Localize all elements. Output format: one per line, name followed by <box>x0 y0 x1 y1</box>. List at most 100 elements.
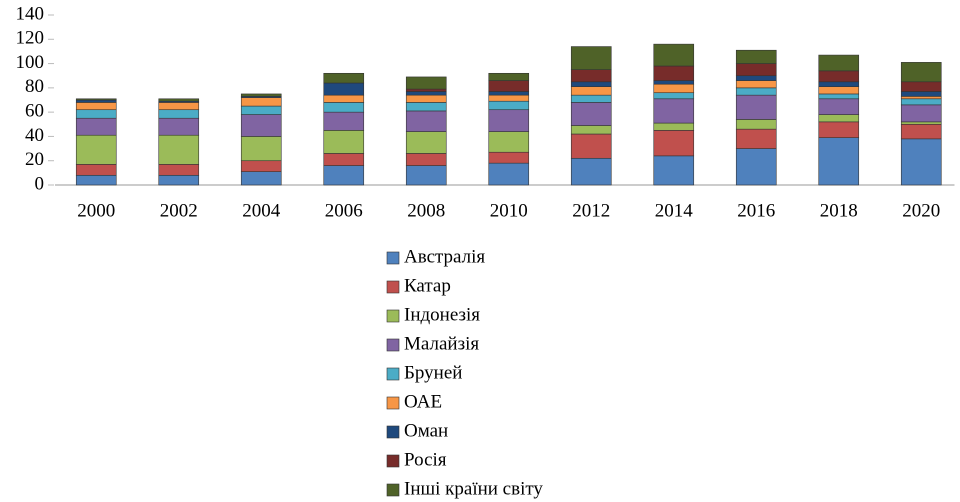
bar-segment <box>653 155 695 186</box>
bar-segment <box>488 162 530 186</box>
bar-segment <box>818 114 860 123</box>
bar-segment <box>240 136 282 162</box>
bar-segment <box>240 97 282 107</box>
y-tick-label: 60 <box>25 101 44 122</box>
bar-segment <box>240 93 282 97</box>
bar-segment <box>570 86 612 96</box>
bar-segment <box>75 98 117 101</box>
bar-segment <box>158 109 200 119</box>
bar-segment <box>900 121 942 125</box>
y-tick-label: 40 <box>25 125 44 146</box>
bar-segment <box>75 109 117 119</box>
bar-segment <box>240 114 282 137</box>
y-tick-label: 140 <box>16 3 45 24</box>
bar-segment <box>405 88 447 92</box>
bar-segment <box>405 91 447 96</box>
legend-swatch <box>386 338 400 352</box>
bar-segment <box>323 111 365 131</box>
bar-segment <box>900 123 942 140</box>
legend-label: ОАЕ <box>404 391 442 412</box>
legend-swatch <box>386 396 400 410</box>
x-tick-label: 2008 <box>407 200 445 221</box>
legend-label: Австралія <box>404 246 485 267</box>
bar-segment <box>818 81 860 87</box>
bar-segment <box>818 93 860 100</box>
bar-segment <box>735 119 777 130</box>
bar-segment <box>735 75 777 81</box>
bar-segment <box>735 80 777 89</box>
y-tick-label: 20 <box>25 149 44 170</box>
bar-segment <box>570 69 612 83</box>
bar-segment <box>158 117 200 136</box>
bar-segment <box>75 102 117 111</box>
x-tick-label: 2012 <box>572 200 610 221</box>
legend-label: Індонезія <box>404 304 480 325</box>
bar-segment <box>75 99 117 103</box>
bar-segment <box>240 171 282 186</box>
legend-swatch <box>386 251 400 265</box>
bar-segment <box>653 122 695 131</box>
bar-segment <box>570 133 612 159</box>
legend-swatch <box>386 280 400 294</box>
x-tick-label: 2018 <box>820 200 858 221</box>
x-tick-label: 2010 <box>490 200 528 221</box>
legend-swatch <box>386 454 400 468</box>
bar-segment <box>900 104 942 123</box>
bar-segment <box>735 63 777 77</box>
y-tick-label: 100 <box>16 52 45 73</box>
bar-segment <box>75 117 117 136</box>
y-tick-label: 80 <box>25 76 44 97</box>
bar-segment <box>653 83 695 94</box>
legend-label: Малайзія <box>404 333 479 354</box>
bar-segment <box>323 82 365 96</box>
bar-segment <box>488 151 530 164</box>
bar-segment <box>158 98 200 102</box>
bar-segment <box>75 164 117 176</box>
x-tick-label: 2006 <box>325 200 363 221</box>
bar-segment <box>488 100 530 111</box>
bar-segment <box>240 105 282 115</box>
bar-segment <box>735 128 777 149</box>
bar-segment <box>653 92 695 100</box>
bar-segment <box>75 174 117 186</box>
legend-label: Росія <box>404 449 447 470</box>
bar-segment <box>570 125 612 135</box>
legend-swatch <box>386 367 400 381</box>
bar-segment <box>570 102 612 126</box>
bar-segment <box>900 81 942 92</box>
x-tick-label: 2000 <box>77 200 115 221</box>
bar-segment <box>488 72 530 81</box>
bar-segment <box>570 81 612 87</box>
bar-segment <box>405 131 447 154</box>
bar-segment <box>570 94 612 103</box>
bar-segment <box>323 94 365 103</box>
bar-segment <box>488 94 530 102</box>
legend-label: Бруней <box>404 362 462 383</box>
bar-segment <box>900 62 942 83</box>
y-tick-label: 0 <box>35 173 45 194</box>
legend-swatch <box>386 425 400 439</box>
bar-segment <box>818 98 860 115</box>
bar-segment <box>158 164 200 176</box>
bar-segment <box>900 91 942 97</box>
x-tick-label: 2004 <box>242 200 281 221</box>
bar-segment <box>653 43 695 67</box>
bar-segment <box>900 98 942 106</box>
bar-segment <box>488 131 530 153</box>
bar-segment <box>405 165 447 186</box>
x-tick-label: 2020 <box>902 200 940 221</box>
bar-segment <box>323 153 365 166</box>
x-tick-label: 2016 <box>737 200 775 221</box>
bar-segment <box>405 76 447 90</box>
bar-segment <box>818 54 860 72</box>
bar-segment <box>488 109 530 132</box>
bar-segment <box>900 96 942 100</box>
bar-segment <box>653 130 695 157</box>
bar-segment <box>653 80 695 85</box>
bar-segment <box>405 110 447 132</box>
bar-segment <box>735 94 777 120</box>
bar-segment <box>158 134 200 165</box>
y-tick-label: 120 <box>16 28 45 49</box>
legend-label: Інші країни світу <box>404 478 543 499</box>
